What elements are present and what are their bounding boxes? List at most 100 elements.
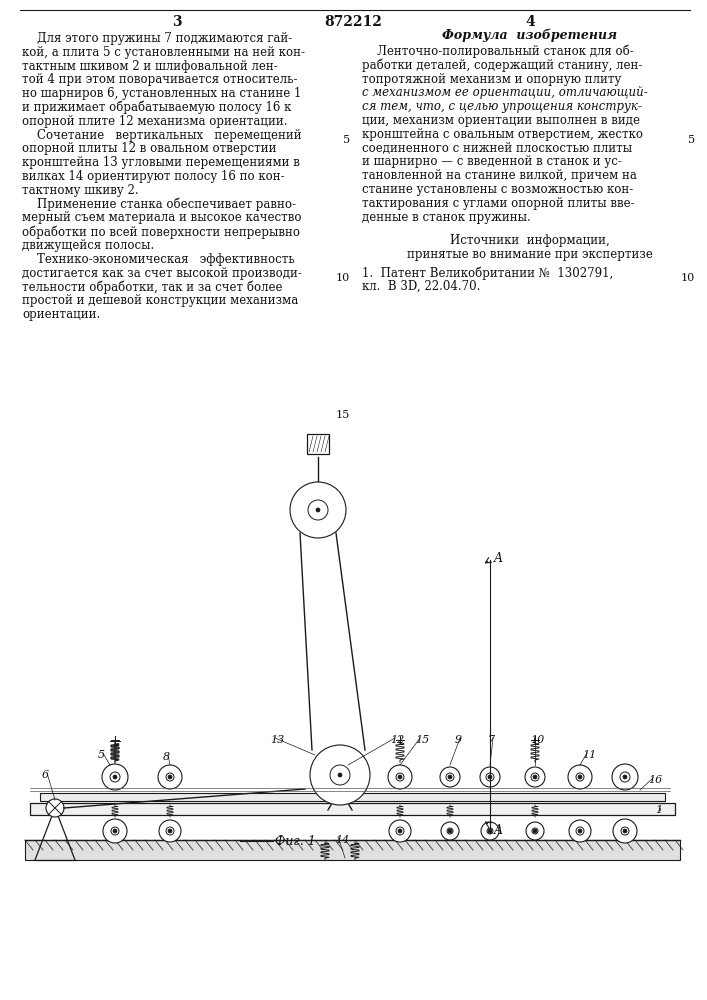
- Circle shape: [388, 765, 412, 789]
- Circle shape: [102, 764, 128, 790]
- Text: A: A: [494, 824, 503, 836]
- Circle shape: [110, 772, 120, 782]
- Text: 16: 16: [648, 775, 662, 785]
- Circle shape: [613, 819, 637, 843]
- Circle shape: [576, 827, 584, 835]
- Circle shape: [316, 508, 320, 512]
- Text: Источники  информации,: Источники информации,: [450, 234, 610, 247]
- Text: движущейся полосы.: движущейся полосы.: [22, 239, 154, 252]
- Text: 1.  Патент Великобритании №  1302791,: 1. Патент Великобритании № 1302791,: [362, 266, 613, 279]
- Text: кл.  B 3D, 22.04.70.: кл. B 3D, 22.04.70.: [362, 280, 480, 293]
- Bar: [40, 793, 665, 801]
- Text: Фиг. 1: Фиг. 1: [275, 835, 316, 848]
- Circle shape: [481, 822, 499, 840]
- Text: и шарнирно — с введенной в станок и ус-: и шарнирно — с введенной в станок и ус-: [362, 155, 622, 168]
- Text: 4: 4: [525, 15, 535, 29]
- Circle shape: [398, 829, 402, 833]
- Text: 872212: 872212: [324, 15, 382, 29]
- Circle shape: [569, 820, 591, 842]
- Circle shape: [396, 773, 404, 781]
- Circle shape: [621, 827, 629, 835]
- Circle shape: [330, 765, 350, 785]
- Circle shape: [158, 765, 182, 789]
- Text: тановленной на станине вилкой, причем на: тановленной на станине вилкой, причем на: [362, 169, 637, 182]
- Text: мерный съем материала и высокое качество: мерный съем материала и высокое качество: [22, 211, 301, 224]
- Text: Сочетание   вертикальных   перемещений: Сочетание вертикальных перемещений: [22, 129, 302, 142]
- Circle shape: [103, 819, 127, 843]
- Circle shape: [111, 827, 119, 835]
- Text: работки деталей, содержащий станину, лен-: работки деталей, содержащий станину, лен…: [362, 59, 643, 72]
- Circle shape: [526, 822, 544, 840]
- Circle shape: [440, 767, 460, 787]
- Text: тактному шкиву 2.: тактному шкиву 2.: [22, 184, 139, 197]
- Circle shape: [525, 767, 545, 787]
- Text: 15: 15: [415, 735, 429, 745]
- Text: 14: 14: [335, 835, 349, 845]
- Text: топротяжной механизм и опорную плиту: топротяжной механизм и опорную плиту: [362, 73, 621, 86]
- Circle shape: [480, 767, 500, 787]
- Circle shape: [441, 822, 459, 840]
- Bar: [30, 803, 675, 815]
- Circle shape: [308, 500, 328, 520]
- Text: 10: 10: [336, 273, 350, 283]
- Text: с механизмом ее ориентации, отличающий-: с механизмом ее ориентации, отличающий-: [362, 86, 648, 99]
- Text: 15: 15: [336, 410, 350, 420]
- Text: Технико-экономическая   эффективность: Технико-экономическая эффективность: [22, 253, 295, 266]
- Text: денные в станок пружины.: денные в станок пружины.: [362, 211, 531, 224]
- Text: ции, механизм ориентации выполнен в виде: ции, механизм ориентации выполнен в виде: [362, 114, 640, 127]
- Text: 10: 10: [530, 735, 544, 745]
- Circle shape: [487, 828, 493, 834]
- Circle shape: [389, 820, 411, 842]
- Text: 11: 11: [582, 750, 596, 760]
- Circle shape: [290, 482, 346, 538]
- Text: ся тем, что, с целью упрощения конструк-: ся тем, что, с целью упрощения конструк-: [362, 100, 642, 113]
- Circle shape: [623, 829, 627, 833]
- Circle shape: [612, 764, 638, 790]
- Circle shape: [623, 775, 627, 779]
- Circle shape: [533, 775, 537, 779]
- Text: кронштейна с овальным отверстием, жестко: кронштейна с овальным отверстием, жестко: [362, 128, 643, 141]
- Circle shape: [396, 827, 404, 835]
- Circle shape: [531, 773, 539, 781]
- Circle shape: [568, 765, 592, 789]
- Circle shape: [46, 799, 64, 817]
- Circle shape: [620, 772, 630, 782]
- Text: 5: 5: [343, 135, 350, 145]
- Text: 6: 6: [42, 770, 49, 780]
- Circle shape: [398, 775, 402, 779]
- Circle shape: [113, 829, 117, 833]
- Circle shape: [576, 773, 584, 781]
- Text: 10: 10: [681, 273, 695, 283]
- Text: и прижимает обрабатываемую полосу 16 к: и прижимает обрабатываемую полосу 16 к: [22, 101, 291, 114]
- Circle shape: [488, 775, 492, 779]
- Text: тактирования с углами опорной плиты вве-: тактирования с углами опорной плиты вве-: [362, 197, 635, 210]
- Text: но шарниров 6, установленных на станине 1: но шарниров 6, установленных на станине …: [22, 87, 301, 100]
- Circle shape: [488, 829, 492, 833]
- Circle shape: [310, 745, 370, 805]
- Circle shape: [448, 829, 452, 833]
- Text: простой и дешевой конструкции механизма: простой и дешевой конструкции механизма: [22, 294, 298, 307]
- Text: Ленточно-полировальный станок для об-: Ленточно-полировальный станок для об-: [362, 45, 633, 58]
- Text: принятые во внимание при экспертизе: принятые во внимание при экспертизе: [407, 248, 653, 261]
- Circle shape: [448, 775, 452, 779]
- Text: 7: 7: [488, 735, 495, 745]
- Text: достигается как за счет высокой производи-: достигается как за счет высокой производ…: [22, 267, 302, 280]
- Circle shape: [532, 828, 538, 834]
- Circle shape: [168, 829, 172, 833]
- Text: 1: 1: [655, 805, 662, 815]
- Text: тактным шкивом 2 и шлифовальной лен-: тактным шкивом 2 и шлифовальной лен-: [22, 60, 278, 73]
- Text: вилках 14 ориентируют полосу 16 по кон-: вилках 14 ориентируют полосу 16 по кон-: [22, 170, 285, 183]
- Circle shape: [166, 827, 174, 835]
- Circle shape: [166, 773, 174, 781]
- Text: 8: 8: [163, 752, 170, 762]
- Text: 9: 9: [455, 735, 462, 745]
- Circle shape: [447, 828, 453, 834]
- Circle shape: [168, 775, 172, 779]
- Text: Для этого пружины 7 поджимаются гай-: Для этого пружины 7 поджимаются гай-: [22, 32, 292, 45]
- Circle shape: [533, 829, 537, 833]
- Circle shape: [578, 775, 582, 779]
- Text: Формула  изобретения: Формула изобретения: [443, 28, 617, 41]
- Circle shape: [578, 829, 582, 833]
- Text: тельности обработки, так и за счет более: тельности обработки, так и за счет более: [22, 280, 283, 294]
- Text: 13: 13: [270, 735, 284, 745]
